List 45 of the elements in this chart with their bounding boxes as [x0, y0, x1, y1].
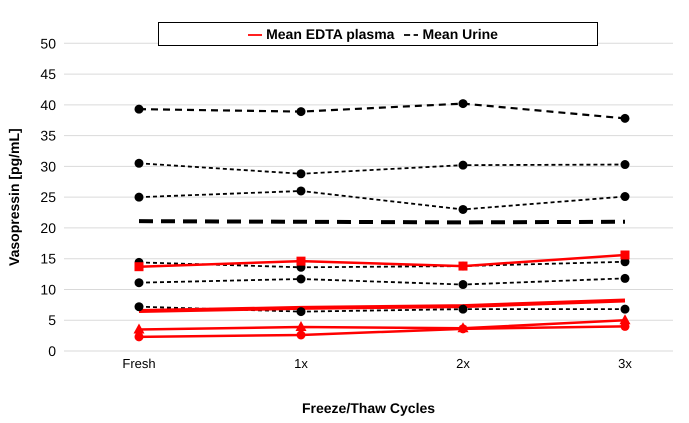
x-tick-label: 1x: [294, 356, 308, 372]
legend-label: Mean Urine: [422, 26, 498, 42]
point: [134, 302, 144, 312]
y-tick-label: 35: [40, 128, 56, 144]
point: [134, 262, 144, 272]
point: [458, 304, 468, 314]
y-tick-label: 50: [40, 35, 56, 52]
y-axis-title: Vasopressin [pg/mL]: [6, 128, 22, 266]
y-tick-label: 15: [40, 250, 56, 267]
point: [296, 256, 306, 266]
point: [134, 104, 144, 114]
y-tick-label: 10: [40, 281, 56, 298]
y-tick-label: 25: [40, 189, 56, 206]
point: [458, 99, 468, 108]
point: [458, 160, 468, 170]
point: [620, 160, 630, 170]
x-tick-label: Fresh: [122, 356, 156, 372]
point: [296, 330, 306, 340]
y-tick-label: 40: [40, 96, 56, 113]
point: [296, 307, 306, 316]
x-axis-title: Freeze/Thaw Cycles: [302, 400, 436, 416]
x-tick-label: 3x: [618, 356, 632, 372]
y-tick-label: 30: [40, 158, 56, 174]
point: [620, 304, 630, 314]
y-tick-label: 45: [40, 66, 56, 82]
point: [296, 274, 306, 284]
point: [134, 158, 144, 168]
point: [620, 274, 630, 283]
point: [296, 107, 306, 116]
point: [620, 250, 630, 260]
point: [134, 192, 144, 202]
point: [296, 321, 306, 331]
point: [458, 204, 468, 214]
y-tick-label: 0: [48, 342, 56, 359]
point: [134, 323, 144, 334]
x-tick-label: 2x: [456, 356, 470, 372]
y-tick-label: 20: [40, 220, 56, 236]
point: [296, 169, 306, 178]
legend-label: Mean EDTA plasma: [266, 26, 394, 42]
point: [458, 280, 468, 290]
point: [620, 192, 630, 202]
y-tick-label: 5: [48, 312, 56, 328]
point: [620, 114, 630, 123]
point: [296, 186, 306, 196]
point: [134, 278, 144, 288]
